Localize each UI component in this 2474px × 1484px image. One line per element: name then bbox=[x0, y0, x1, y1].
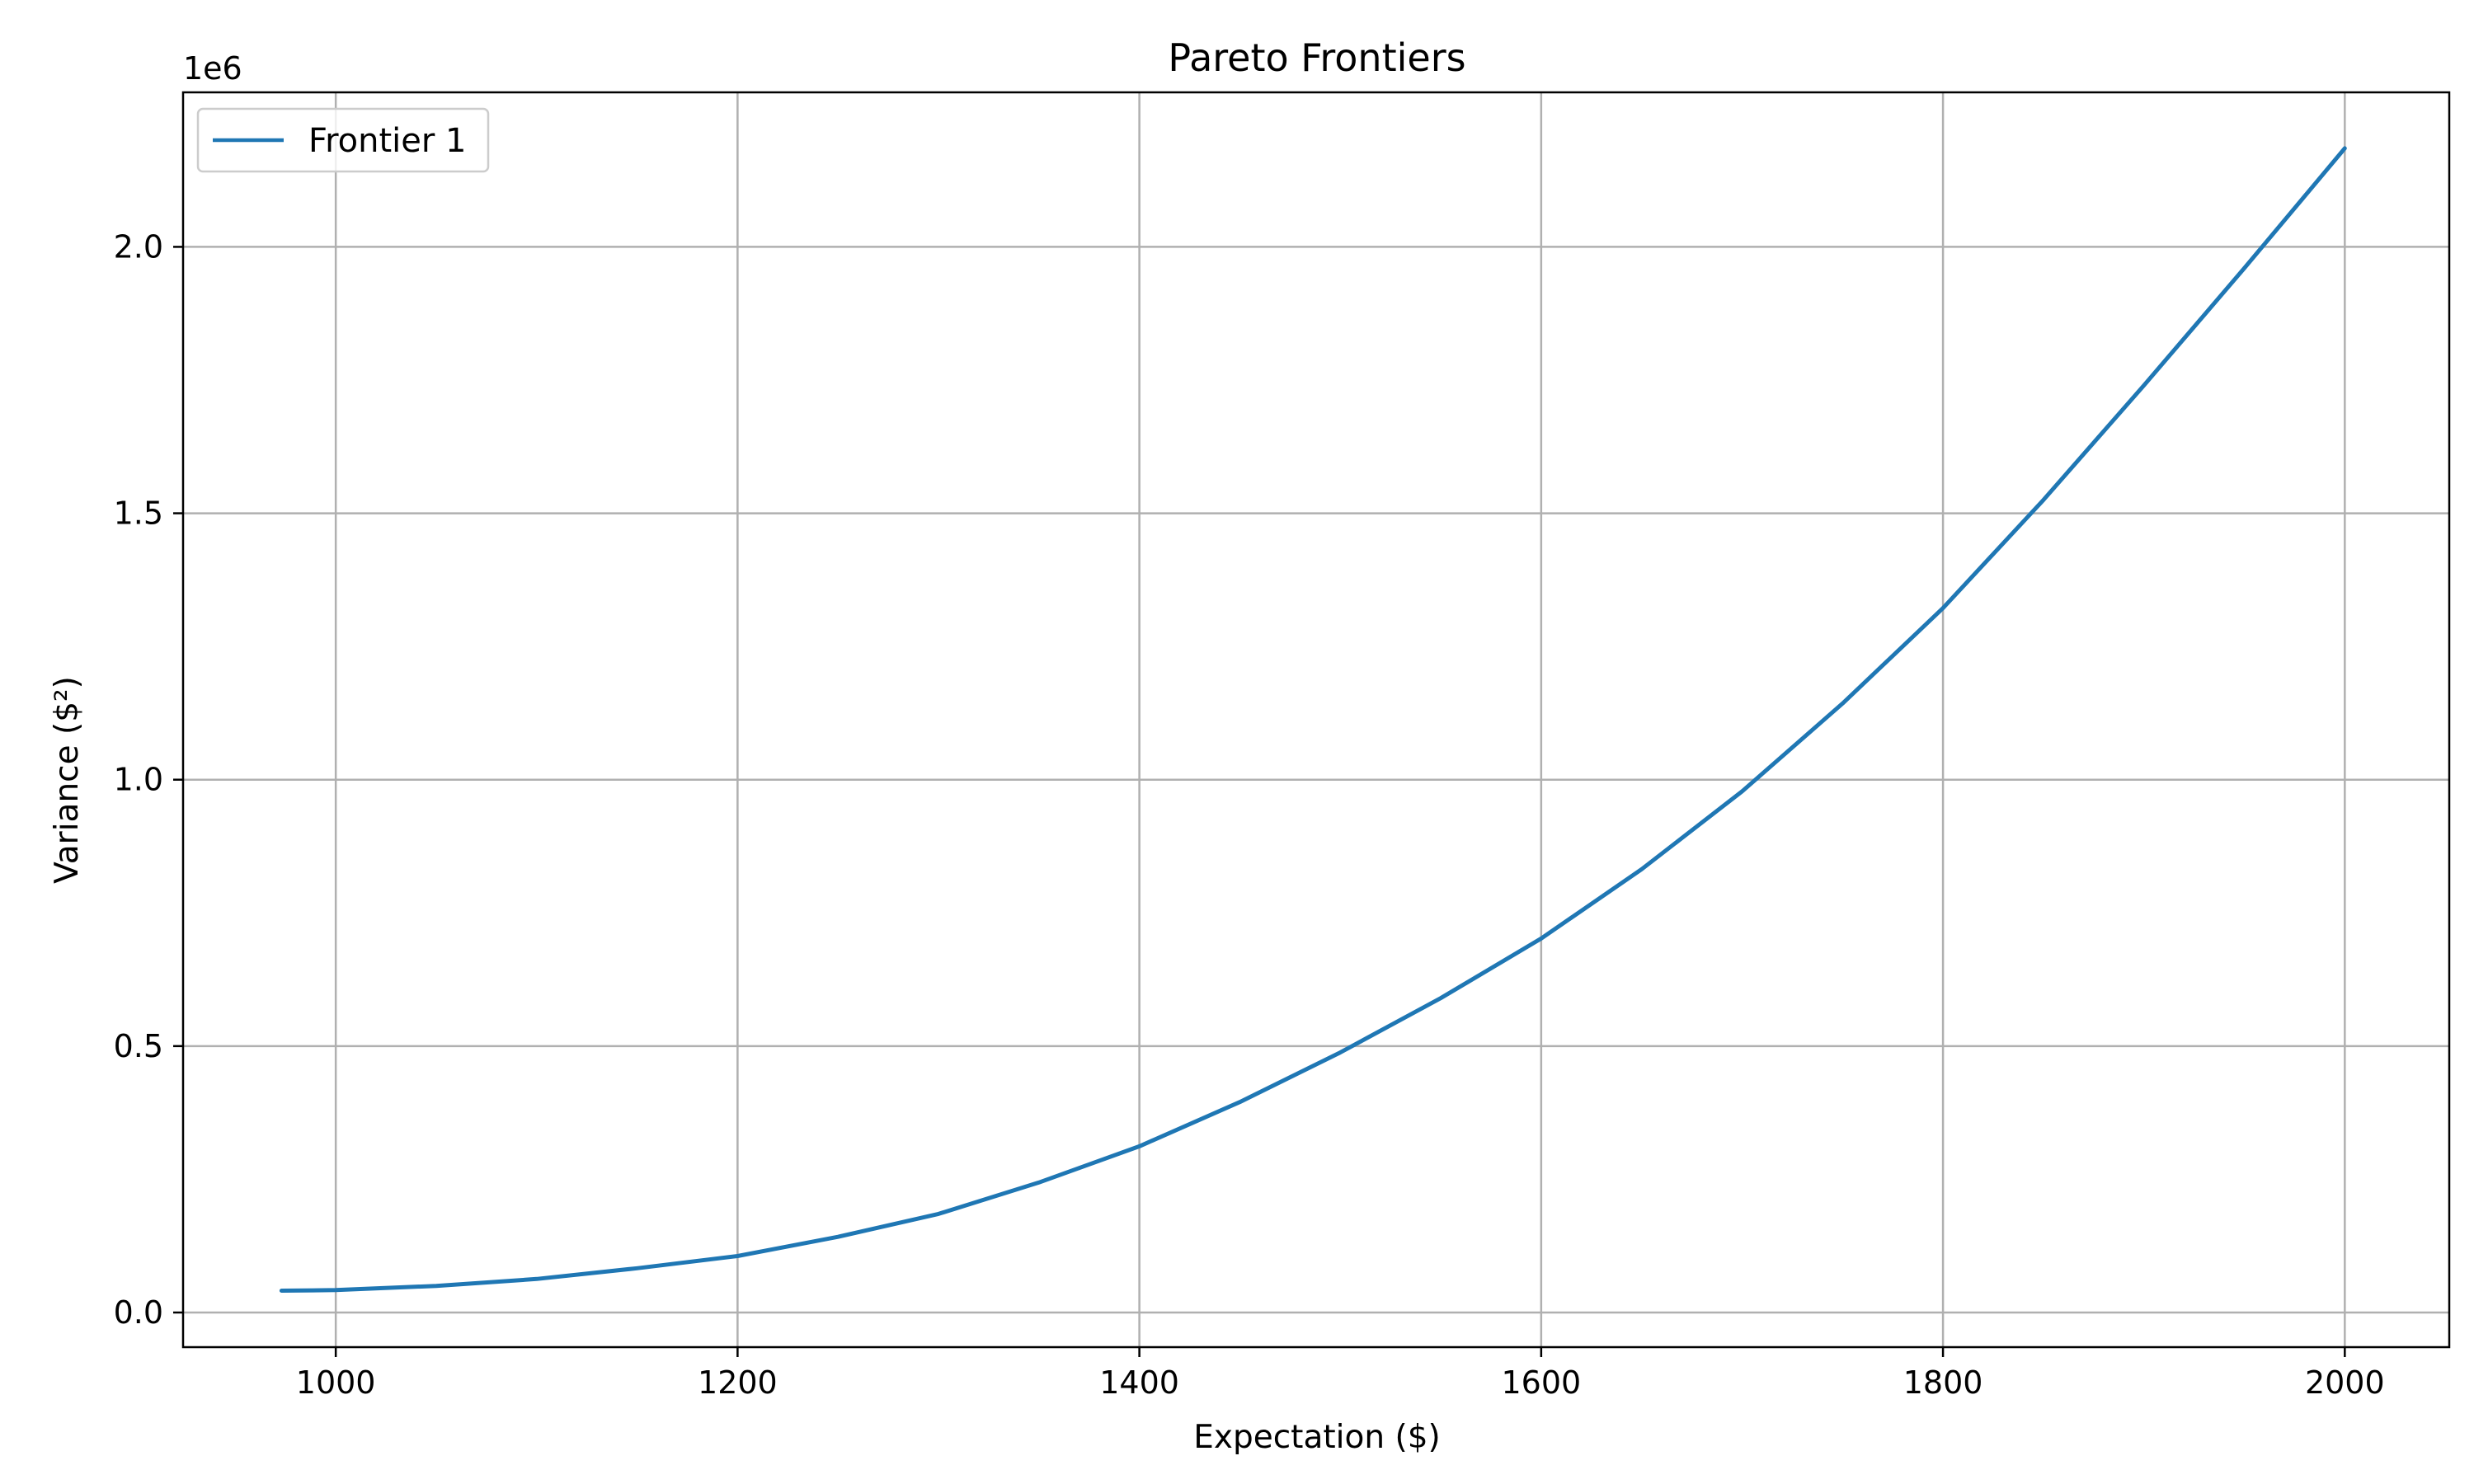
legend: Frontier 1 bbox=[196, 107, 490, 173]
x-tick-label: 1000 bbox=[296, 1364, 376, 1401]
y-axis-label: Variance ($²) bbox=[49, 676, 86, 884]
plot-frame bbox=[181, 91, 2451, 1349]
y-tick-label: 0.0 bbox=[114, 1294, 163, 1331]
series-line-1 bbox=[279, 146, 2347, 1293]
y-axis-offset-label: 1e6 bbox=[183, 50, 242, 87]
y-tick-label: 1.0 bbox=[114, 762, 163, 798]
grid bbox=[183, 92, 2449, 1347]
y-axis-ticks: 0.0 0.5 1.0 1.5 2.0 bbox=[114, 228, 183, 1331]
x-tick-label: 1800 bbox=[1903, 1364, 1983, 1401]
legend-label-frontier-1: Frontier 1 bbox=[308, 122, 467, 160]
legend-box bbox=[196, 107, 490, 173]
y-tick-label: 0.5 bbox=[114, 1028, 163, 1064]
y-tick-label: 1.5 bbox=[114, 495, 163, 532]
chart-title: Pareto Frontiers bbox=[1168, 35, 1465, 80]
x-tick-label: 2000 bbox=[2305, 1364, 2385, 1401]
x-tick-label: 1400 bbox=[1099, 1364, 1179, 1401]
x-tick-label: 1600 bbox=[1501, 1364, 1581, 1401]
x-tick-label: 1200 bbox=[698, 1364, 778, 1401]
y-tick-label: 2.0 bbox=[114, 228, 163, 265]
plot-area bbox=[183, 92, 2449, 1347]
x-axis-ticks: 1000 1200 1400 1600 1800 2000 bbox=[296, 1347, 2385, 1401]
series-layer bbox=[279, 146, 2347, 1293]
x-axis-label: Expectation ($) bbox=[1193, 1419, 1440, 1456]
